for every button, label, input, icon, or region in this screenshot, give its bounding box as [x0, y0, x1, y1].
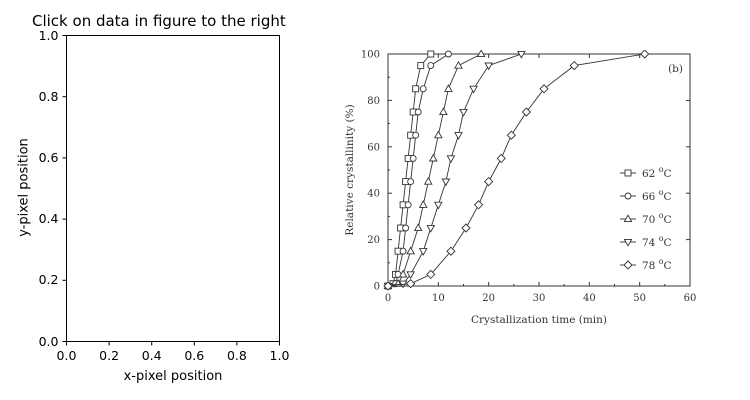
x-tick-label: 30 — [533, 293, 546, 304]
data-point — [433, 201, 443, 210]
data-point — [640, 50, 650, 59]
legend-label: 62 oC — [642, 165, 672, 180]
data-point — [412, 85, 420, 93]
data-point — [506, 130, 516, 140]
data-point — [419, 85, 427, 93]
data-point — [413, 223, 423, 232]
series-diamond — [383, 50, 650, 291]
x-tick-label: 0.0 — [56, 347, 77, 363]
data-point — [409, 154, 417, 162]
click-target-axes[interactable] — [0, 0, 340, 400]
data-point — [444, 50, 452, 58]
instruction-text: Click on data in figure to the right — [32, 12, 286, 30]
x-tick-label: 20 — [482, 293, 495, 304]
data-point — [517, 50, 526, 59]
y-tick-label: 0.8 — [38, 88, 59, 104]
y-tick-label: 0.6 — [38, 149, 59, 165]
data-point — [426, 269, 436, 280]
data-point — [398, 269, 408, 278]
x-tick-label: 0.6 — [184, 347, 205, 363]
data-point — [454, 132, 463, 140]
legend: 62 oC 66 oC 70 oC 74 oC 78 oC — [620, 165, 672, 272]
y-tick-label: 60 — [367, 142, 380, 153]
data-point — [438, 107, 448, 116]
x-axis-label: x-pixel position — [123, 369, 223, 384]
data-point — [446, 246, 456, 256]
data-point — [569, 60, 579, 71]
x-tick-label: 50 — [633, 293, 646, 304]
data-point — [496, 153, 506, 164]
legend-marker — [623, 238, 633, 247]
y-tick-label: 1.0 — [38, 27, 59, 43]
data-point — [441, 178, 451, 187]
data-point — [423, 176, 433, 185]
data-point — [459, 108, 468, 117]
y-tick-label: 0.0 — [38, 333, 59, 349]
data-point — [417, 62, 425, 70]
series-triangle-down — [383, 50, 526, 291]
x-tick-label: 1.0 — [269, 347, 290, 363]
legend-label: 66 oC — [642, 188, 672, 203]
y-tick-label: 0.4 — [38, 211, 59, 227]
data-point — [433, 130, 443, 139]
data-point — [476, 50, 486, 58]
data-point — [418, 200, 428, 208]
legend-marker — [623, 260, 633, 270]
data-point — [402, 224, 410, 232]
y-tick-label: 20 — [367, 235, 380, 246]
y-tick-label: 40 — [367, 189, 380, 200]
y-tick-label: 80 — [367, 96, 380, 107]
legend-marker — [623, 214, 633, 223]
data-point — [406, 246, 416, 255]
x-tick-label: 0.4 — [141, 347, 162, 363]
axes-frame — [66, 35, 280, 342]
data-point — [383, 281, 393, 291]
axis-ticks — [62, 35, 280, 346]
y-axis-label: y-pixel position — [16, 138, 32, 237]
data-point — [428, 153, 438, 162]
legend-marker — [624, 192, 632, 200]
y-tick-label: 0.2 — [38, 272, 59, 288]
legend-marker — [624, 169, 632, 177]
y-tick-label: 100 — [361, 50, 380, 61]
x-tick-label: 40 — [583, 293, 596, 304]
data-point — [469, 85, 478, 94]
legend-label: 70 oC — [642, 211, 672, 226]
chart-x-axis-label: Crystallization time (min) — [471, 314, 607, 326]
data-point — [406, 271, 416, 280]
data-point — [427, 50, 435, 58]
data-point — [418, 248, 428, 256]
x-tick-label: 10 — [432, 293, 445, 304]
data-point — [461, 223, 471, 233]
data-point — [426, 224, 436, 233]
data-point — [444, 84, 453, 92]
data-point — [521, 107, 532, 117]
data-point — [484, 62, 494, 71]
chart-y-axis-label: Relative crystallinity (%) — [344, 104, 356, 235]
data-point — [414, 108, 422, 116]
data-point — [427, 62, 435, 70]
x-tick-label: 0.2 — [99, 347, 120, 363]
legend-label: 78 oC — [642, 257, 672, 272]
data-point — [473, 200, 484, 210]
data-point — [446, 155, 456, 164]
x-tick-label: 0.8 — [226, 347, 247, 363]
y-tick-label: 0 — [374, 282, 380, 293]
data-point — [539, 84, 549, 94]
data-point — [484, 176, 494, 187]
panel-label: (b) — [668, 63, 683, 75]
x-tick-label: 60 — [684, 293, 697, 304]
legend-label: 74 oC — [642, 234, 672, 249]
data-point — [404, 201, 412, 209]
data-point — [399, 247, 407, 255]
reference-chart[interactable]: 0 10 20 30 40 50 60 0 20 40 60 80 100 Crystallization… — [340, 50, 700, 340]
x-tick-label: 0 — [385, 293, 391, 304]
data-point — [407, 178, 415, 186]
data-point — [406, 279, 416, 289]
data-point — [454, 60, 463, 69]
data-point — [412, 131, 420, 139]
